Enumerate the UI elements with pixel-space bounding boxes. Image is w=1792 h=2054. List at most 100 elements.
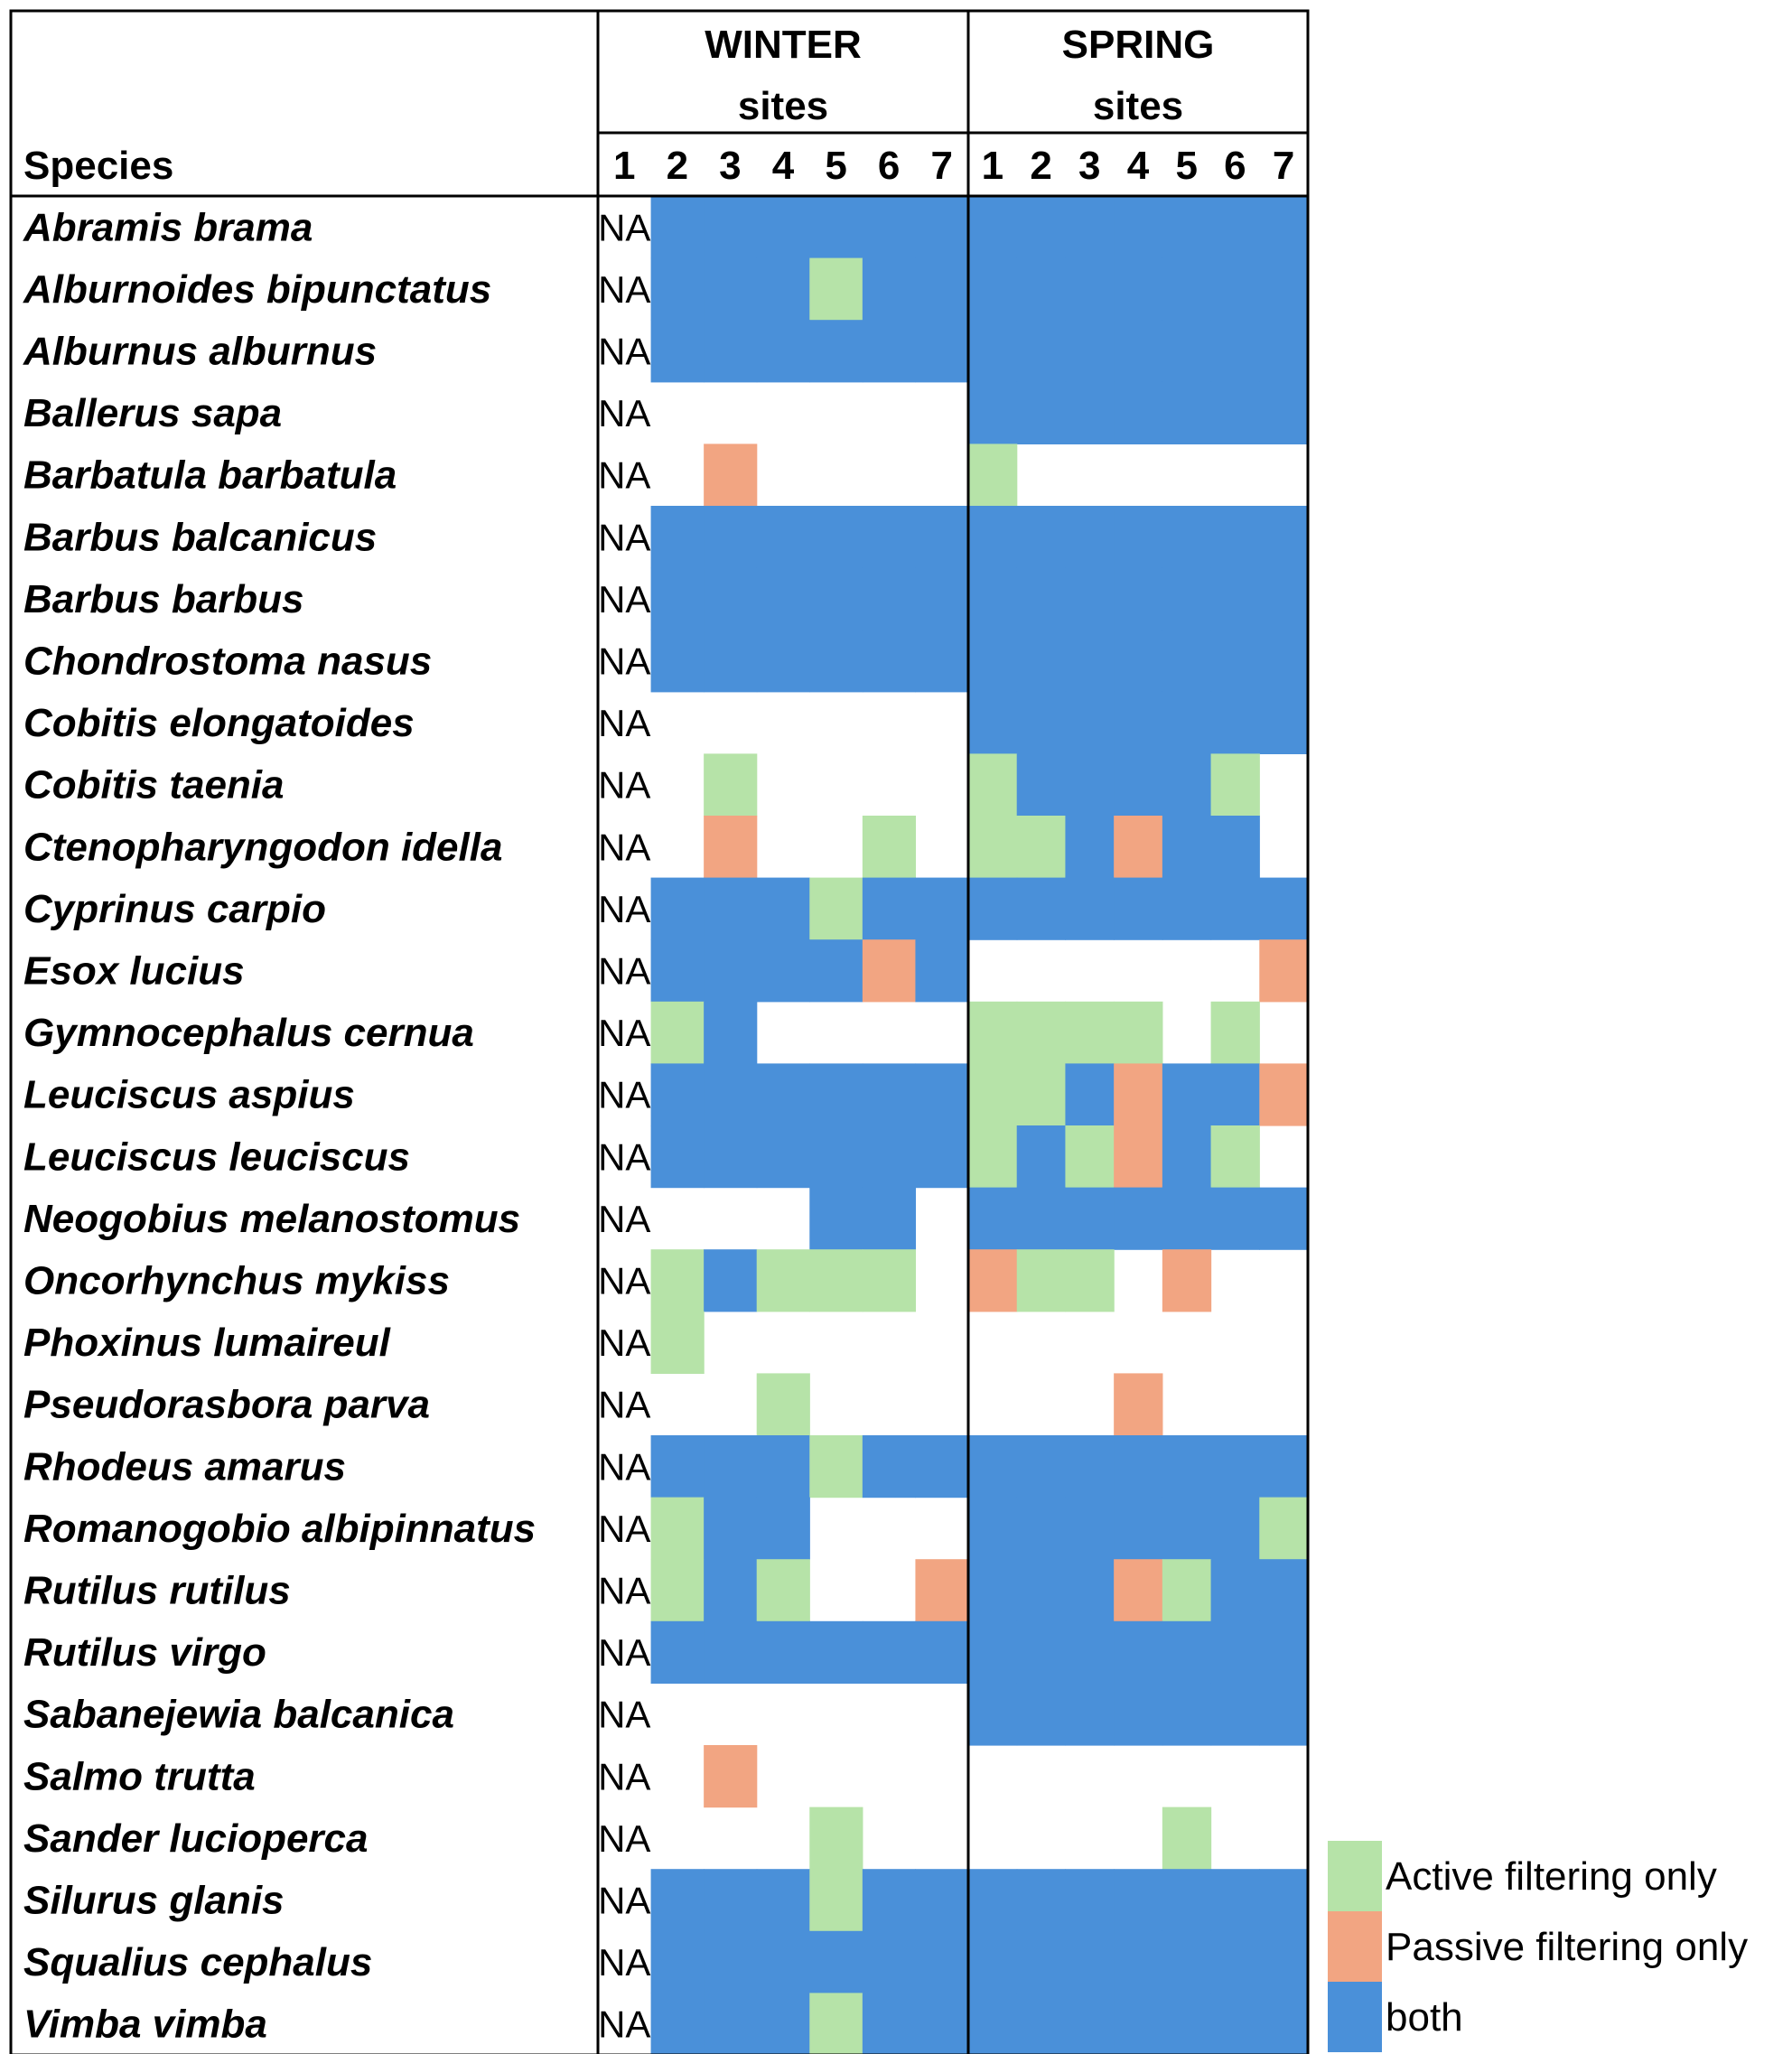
heatmap-cell: [1114, 1993, 1163, 2054]
heatmap-cell: [1065, 1435, 1115, 1498]
heatmap-cell: [1016, 877, 1067, 940]
heatmap-cell: [1016, 1435, 1067, 1498]
heatmap-cell: [1065, 877, 1115, 940]
heatmap-cell: [650, 630, 705, 693]
heatmap-cell: [1114, 257, 1163, 321]
species-label: Squalius cephalus: [23, 1940, 372, 1984]
heatmap-cell: [1162, 1683, 1212, 1746]
heatmap-cell: [809, 1993, 863, 2054]
heatmap-cell: [1162, 1187, 1212, 1250]
heatmap-cell: [756, 1993, 810, 2054]
heatmap-cell: [1210, 1063, 1260, 1126]
heatmap-cell: [1259, 1187, 1309, 1250]
heatmap-cell: [1114, 1497, 1163, 1560]
heatmap-cell: [968, 1620, 1018, 1684]
heatmap-cell: [704, 1063, 758, 1126]
heatmap-cell: [650, 196, 705, 259]
heatmap-cell: [1016, 1001, 1067, 1064]
heatmap-cell: [1016, 506, 1067, 569]
heatmap-cell: [862, 816, 917, 879]
heatmap-cell: [704, 816, 758, 879]
heatmap-cell: [1259, 1993, 1309, 2054]
heatmap-cell: [650, 877, 705, 940]
heatmap-cell: [1114, 567, 1163, 630]
heatmap-cell: [1016, 257, 1067, 321]
heatmap-cell: [704, 1559, 758, 1622]
na-cell: NA: [598, 1508, 650, 1550]
species-label: Silurus glanis: [23, 1879, 285, 1923]
heatmap-cell: [1016, 1063, 1067, 1126]
heatmap-cell: [862, 1249, 917, 1312]
heatmap-cell: [968, 506, 1018, 569]
season-subtitle: sites: [1093, 84, 1183, 128]
species-label: Vimba vimba: [23, 2003, 267, 2047]
heatmap-cell: [756, 1869, 810, 1932]
heatmap-cell: [704, 1001, 758, 1064]
site-number: 5: [1175, 144, 1197, 188]
heatmap-cell: [1259, 1559, 1309, 1622]
heatmap-cell: [756, 877, 810, 940]
heatmap-cell: [1259, 320, 1309, 383]
site-number: 4: [1127, 144, 1150, 188]
heatmap-cell: [1259, 1063, 1309, 1126]
heatmap-cell: [968, 691, 1018, 754]
heatmap-cell: [756, 506, 810, 569]
heatmap-cell: [1259, 1620, 1309, 1684]
heatmap-cell: [1210, 1930, 1260, 1993]
species-label: Cobitis elongatoides: [23, 701, 415, 745]
heatmap-cell: [862, 506, 917, 569]
heatmap-cell: [1016, 691, 1067, 754]
site-number: 3: [1078, 144, 1100, 188]
heatmap-cell: [1065, 816, 1115, 879]
heatmap-cell: [1162, 691, 1212, 754]
site-number: 3: [719, 144, 741, 188]
heatmap-cell: [704, 1497, 758, 1560]
heatmap-cell: [1259, 196, 1309, 259]
species-header: Species: [23, 144, 173, 188]
heatmap-cell: [650, 1249, 705, 1312]
heatmap-cell: [809, 877, 863, 940]
heatmap-cell: [1162, 196, 1212, 259]
heatmap-cell: [1065, 1930, 1115, 1993]
heatmap-cell: [1016, 567, 1067, 630]
species-label: Phoxinus lumaireul: [23, 1321, 391, 1365]
heatmap-cell: [1162, 753, 1212, 817]
species-label: Gymnocephalus cernua: [23, 1011, 474, 1055]
heatmap-cell: [1114, 753, 1163, 817]
heatmap-cell: [1210, 1001, 1260, 1064]
heatmap-cell: [1016, 196, 1067, 259]
species-label: Leuciscus aspius: [23, 1073, 355, 1117]
na-cell: NA: [598, 2003, 650, 2046]
heatmap-cell: [809, 1249, 863, 1312]
heatmap-cell: [862, 1930, 917, 1993]
species-label: Oncorhynchus mykiss: [23, 1259, 450, 1303]
heatmap-cell: [1210, 320, 1260, 383]
heatmap-cell: [650, 1001, 705, 1064]
heatmap-cell: [1259, 381, 1309, 444]
heatmap-cell: [1162, 320, 1212, 383]
heatmap-cell: [809, 1435, 863, 1498]
heatmap-cell: [1065, 1249, 1115, 1312]
heatmap-cell: [1162, 1249, 1212, 1312]
heatmap-cell: [704, 630, 758, 693]
heatmap-cell: [862, 1869, 917, 1932]
heatmap-cell: [1114, 1620, 1163, 1684]
heatmap-cell: [1114, 691, 1163, 754]
heatmap-cell: [1114, 320, 1163, 383]
heatmap-cell: [756, 1559, 810, 1622]
heatmap-cell: [1065, 1993, 1115, 2054]
na-cell: NA: [598, 392, 650, 434]
heatmap-cell: [1065, 1187, 1115, 1250]
heatmap-cell: [968, 320, 1018, 383]
heatmap-cell: [1016, 320, 1067, 383]
species-label: Ctenopharyngodon idella: [23, 825, 502, 869]
heatmap-cell: [650, 1620, 705, 1684]
species-label: Cyprinus carpio: [23, 887, 326, 931]
heatmap-cell: [968, 443, 1018, 507]
heatmap-cell: [862, 1125, 917, 1189]
heatmap-cell: [915, 320, 969, 383]
heatmap-cell: [704, 257, 758, 321]
legend-label: Passive filtering only: [1386, 1925, 1748, 1969]
species-label: Pseudorasbora parva: [23, 1383, 430, 1427]
heatmap-cell: [1065, 320, 1115, 383]
